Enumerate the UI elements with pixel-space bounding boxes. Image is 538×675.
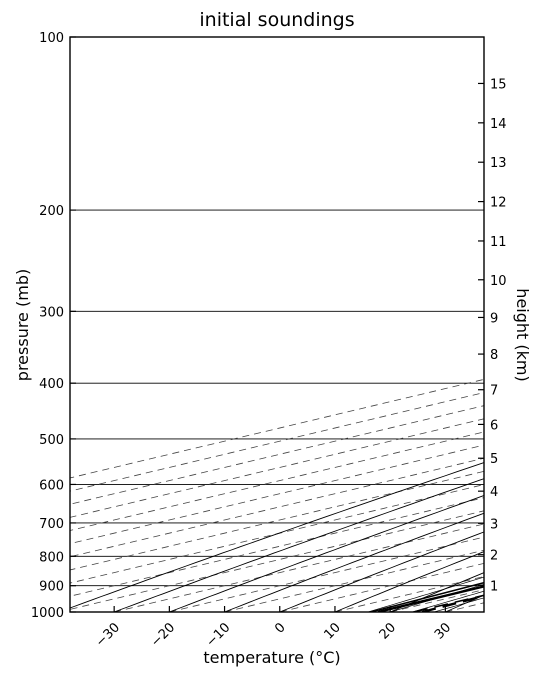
height-tick-label: 12 [490,196,507,211]
isotherm-line [70,418,484,518]
y-axis-label: pressure (mb) [13,269,32,381]
axis-labels: 1002003004005006007008009001000123456789… [31,31,507,650]
temperature-tick-label: 20 [377,620,399,642]
temperature-tick-label: −30 [93,620,123,650]
pressure-tick-label: 500 [39,433,64,448]
pressure-tick-label: 1000 [31,606,64,621]
height-tick-label: 2 [490,549,498,564]
isotherm-line [70,484,484,584]
temperature-tick-label: −20 [148,620,178,650]
pressure-tick-label: 800 [39,550,64,565]
isotherm-line [70,444,484,545]
dry-adiabat-line [114,478,484,612]
pressure-tick-label: 700 [39,517,64,532]
isotherm-line [70,470,484,571]
x-axis-label: temperature (°C) [203,648,340,667]
moist-adiabat-line [367,576,484,612]
isotherm-line [70,392,484,492]
pressure-tick-label: 200 [39,204,64,219]
height-tick-label: 8 [490,348,498,363]
temperature-tick-label: 10 [322,620,344,642]
height-tick-label: 5 [490,452,498,467]
isotherm-line [70,497,484,597]
height-tick-label: 7 [490,384,498,399]
isotherm-line [70,405,484,505]
height-tick-label: 13 [490,156,507,171]
temperature-tick-label: −10 [203,620,233,650]
pressure-tick-label: 600 [39,478,64,493]
isotherm-line [70,510,484,610]
dry-adiabat-line [70,462,484,609]
height-tick-label: 9 [490,311,498,326]
height-tick-label: 11 [490,235,507,250]
pressure-tick-label: 100 [39,31,64,46]
pressure-tick-label: 900 [39,580,64,595]
series-p3-dewpoint [370,581,484,612]
isotherm-line [114,523,484,612]
height-tick-label: 14 [490,117,507,132]
height-tick-label: 15 [490,78,507,93]
temperature-tick-label: 0 [272,620,288,636]
dry-adiabat-line [334,551,484,612]
pressure-tick-label: 400 [39,377,64,392]
background-grid [70,37,484,612]
height-tick-label: 3 [490,517,498,532]
isotherm-line [334,576,484,612]
sounding-series: p3p6 [370,581,484,612]
plot-frame [69,36,485,613]
height-tick-label: 4 [490,485,498,500]
chart-title: initial soundings [199,9,354,31]
dry-adiabat-line [169,495,484,612]
pressure-tick-label: 300 [39,305,64,320]
isotherm-line [70,378,484,479]
dry-adiabat-line [224,512,484,612]
temperature-tick-label: 30 [432,620,454,642]
isotherm-line [70,457,484,558]
dry-adiabat-line [279,531,484,612]
isotherm-line [70,431,484,531]
height-tick-label: 6 [490,418,498,433]
height-tick-label: 10 [490,274,507,289]
y-axis-right-label: height (km) [513,288,532,381]
height-tick-label: 1 [490,579,498,594]
